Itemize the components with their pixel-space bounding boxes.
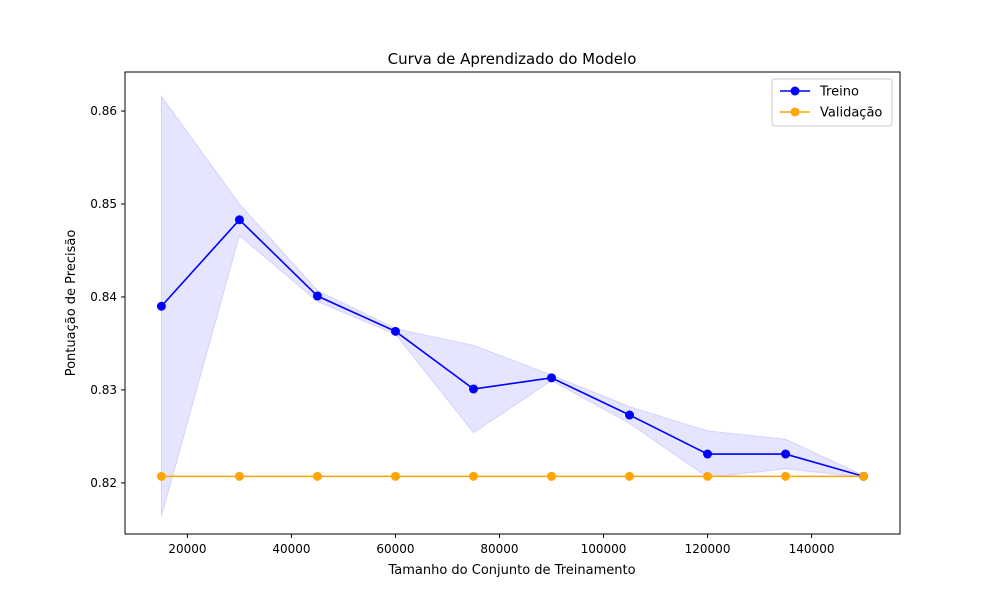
data-point [234, 471, 244, 481]
data-point [312, 471, 322, 481]
legend-marker-1 [790, 107, 800, 117]
x-tick-label: 120000 [685, 542, 731, 556]
data-point [234, 215, 244, 225]
y-tick-label: 0.84 [90, 290, 117, 304]
data-point [625, 471, 635, 481]
data-point [547, 471, 557, 481]
series-line-0 [160, 218, 864, 478]
x-tick-label: 80000 [480, 542, 518, 556]
y-axis-ticks: 0.82 0.83 0.84 0.85 0.86 [90, 104, 125, 490]
x-axis-ticks: 20000 40000 60000 80000 100000 120000 140000 [168, 534, 834, 556]
y-tick-label: 0.82 [90, 476, 117, 490]
legend-label-1: Validação [820, 106, 882, 121]
x-tick-label: 40000 [272, 542, 310, 556]
y-axis-label: Pontuação de Precisão [64, 230, 79, 377]
x-tick-label: 100000 [581, 542, 627, 556]
x-tick-label: 60000 [376, 542, 414, 556]
data-point [312, 291, 322, 301]
y-tick-label: 0.83 [90, 383, 117, 397]
series-lines [160, 218, 864, 478]
legend: Treino Validação [771, 78, 893, 127]
data-point [468, 471, 478, 481]
data-point [781, 449, 791, 459]
data-point [390, 471, 400, 481]
chart-title: Curva de Aprendizado do Modelo [388, 50, 637, 68]
data-point [547, 373, 557, 383]
data-point [859, 471, 869, 481]
y-tick-label: 0.86 [90, 104, 117, 118]
data-point [625, 410, 635, 420]
x-axis-label: Tamanho do Conjunto de Treinamento [387, 563, 635, 578]
x-tick-label: 20000 [168, 542, 206, 556]
data-point [156, 471, 166, 481]
data-point [468, 384, 478, 394]
y-tick-label: 0.85 [90, 197, 117, 211]
data-point [390, 326, 400, 336]
data-point [703, 449, 713, 459]
series-points [156, 215, 869, 481]
x-tick-label: 140000 [789, 542, 835, 556]
legend-marker-0 [790, 86, 800, 96]
axes-frame [124, 71, 901, 535]
data-point [156, 301, 166, 311]
data-point [703, 471, 713, 481]
data-point [781, 471, 791, 481]
legend-label-0: Treino [819, 85, 859, 100]
